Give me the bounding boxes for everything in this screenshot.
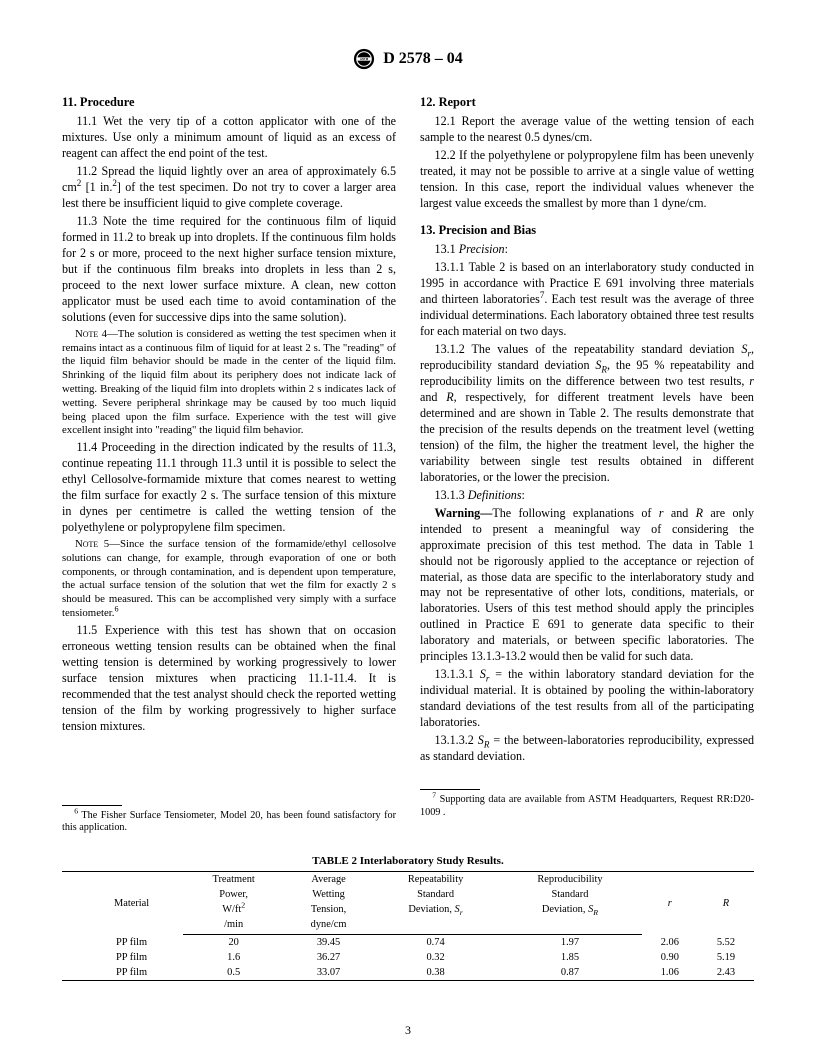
para-13-1-3-1: 13.1.3.1 Sr = the within laboratory stan… [420,667,754,731]
table-2-grid: Material Treatment Average Repeatability… [62,871,754,981]
table-cell: 0.38 [373,965,498,981]
table-cell: 0.32 [373,950,498,965]
th-sR: Reproducibility [498,872,642,888]
t: Precision [459,242,505,256]
th: Deviation, Sr [373,902,498,917]
table-cell: 1.85 [498,950,642,965]
table-cell: 5.52 [698,935,754,951]
footnote-rule [62,805,122,806]
note-4: Note 4—The solution is considered as wet… [62,328,396,439]
table-cell: 2.43 [698,965,754,981]
table-cell: 5.19 [698,950,754,965]
para-13-1-2: 13.1.2 The values of the repeatability s… [420,342,754,486]
t: and [420,390,446,404]
table-cell: 33.07 [284,965,373,981]
note-4-label: Note 4— [75,328,118,340]
t: , respectively, for different treatment … [420,390,754,484]
t: Definitions [468,488,522,502]
table-cell: 0.5 [183,965,284,981]
astm-logo-icon: ASTM [353,48,375,70]
table-row: PP film2039.450.741.972.065.52 [62,935,754,951]
heading-13: 13. Precision and Bias [420,222,754,238]
para-12-2: 12.2 If the polyethylene or polypropylen… [420,148,754,212]
th: Deviation, SR [498,902,642,917]
svg-text:ASTM: ASTM [360,57,369,61]
table-cell: 20 [183,935,284,951]
t: 13.1.2 The values of the repeatability s… [435,342,742,356]
th-tp: Treatment [183,872,284,888]
t: [1 in. [81,180,112,194]
footnote-6-text: The Fisher Surface Tensiometer, Model 20… [62,810,396,834]
footnote-7: 7 Supporting data are available from AST… [420,794,754,820]
note-5-text: Since the surface tension of the formami… [62,538,396,619]
th-material: Material [62,872,183,935]
th [373,917,498,935]
table-cell: 0.90 [642,950,698,965]
th: Power, [183,887,284,902]
table-cell: 0.87 [498,965,642,981]
th: Standard [498,887,642,902]
footnote-rule-2 [420,789,480,790]
para-13-1-1: 13.1.1 Table 2 is based on an interlabor… [420,260,754,340]
t: are only intended to present a meaningfu… [420,506,754,664]
heading-12: 12. Report [420,94,754,110]
para-13-1: 13.1 Precision: [420,242,754,258]
heading-11: 11. Procedure [62,94,396,110]
th-avg: Average [284,872,373,888]
t: The following explanations of [492,506,658,520]
t: and [663,506,695,520]
standard-number: D 2578 – 04 [383,50,463,68]
table-cell: 1.06 [642,965,698,981]
warning-label: Warning— [435,506,493,520]
note-5-label: Note 5— [75,538,120,550]
para-11-3: 11.3 Note the time required for the cont… [62,214,396,326]
para-warning: Warning—The following explanations of r … [420,506,754,666]
th-sr: Repeatability [373,872,498,888]
para-11-1: 11.1 Wet the very tip of a cotton applic… [62,114,396,162]
th: W/ft2 [183,902,284,917]
footnote-7-block: 7 Supporting data are available from AST… [420,789,754,820]
th-R: R [698,872,754,935]
note-4-text: The solution is considered as wetting th… [62,328,396,437]
th: /min [183,917,284,935]
th: Wetting [284,887,373,902]
footnote-6: 6 The Fisher Surface Tensiometer, Model … [62,810,396,836]
table-2-title: TABLE 2 Interlaboratory Study Results. [62,855,754,867]
table-cell: PP film [62,950,183,965]
t: 13.1.3.1 [435,667,480,681]
table-cell: 39.45 [284,935,373,951]
th [498,917,642,935]
para-12-1: 12.1 Report the average value of the wet… [420,114,754,146]
th: Standard [373,887,498,902]
t: 13.1 [435,242,459,256]
table-cell: PP film [62,935,183,951]
footnote-6-block: 6 The Fisher Surface Tensiometer, Model … [62,805,396,836]
page-header: ASTM D 2578 – 04 [62,48,754,70]
body-columns: 11. Procedure 11.1 Wet the very tip of a… [62,84,754,837]
para-11-5: 11.5 Experience with this test has shown… [62,623,396,735]
th: Tension, [284,902,373,917]
th-r: r [642,872,698,935]
table-cell: 2.06 [642,935,698,951]
table-row: PP film1.636.270.321.850.905.19 [62,950,754,965]
table-cell: 1.6 [183,950,284,965]
para-11-4: 11.4 Proceeding in the direction indicat… [62,440,396,536]
table-cell: 1.97 [498,935,642,951]
note-5: Note 5—Since the surface tension of the … [62,538,396,621]
table-cell: 0.74 [373,935,498,951]
page-number: 3 [0,1023,816,1038]
t: 13.1.3 [435,488,468,502]
t: 13.1.3.2 [435,733,478,747]
table-2: TABLE 2 Interlaboratory Study Results. M… [62,855,754,981]
th: dyne/cm [284,917,373,935]
table-cell: PP film [62,965,183,981]
footnote-7-text: Supporting data are available from ASTM … [420,794,754,818]
para-13-1-3-2: 13.1.3.2 SR = the between-laboratories r… [420,733,754,765]
para-13-1-3: 13.1.3 Definitions: [420,488,754,504]
para-11-2: 11.2 Spread the liquid lightly over an a… [62,164,396,212]
table-row: PP film0.533.070.380.871.062.43 [62,965,754,981]
table-cell: 36.27 [284,950,373,965]
